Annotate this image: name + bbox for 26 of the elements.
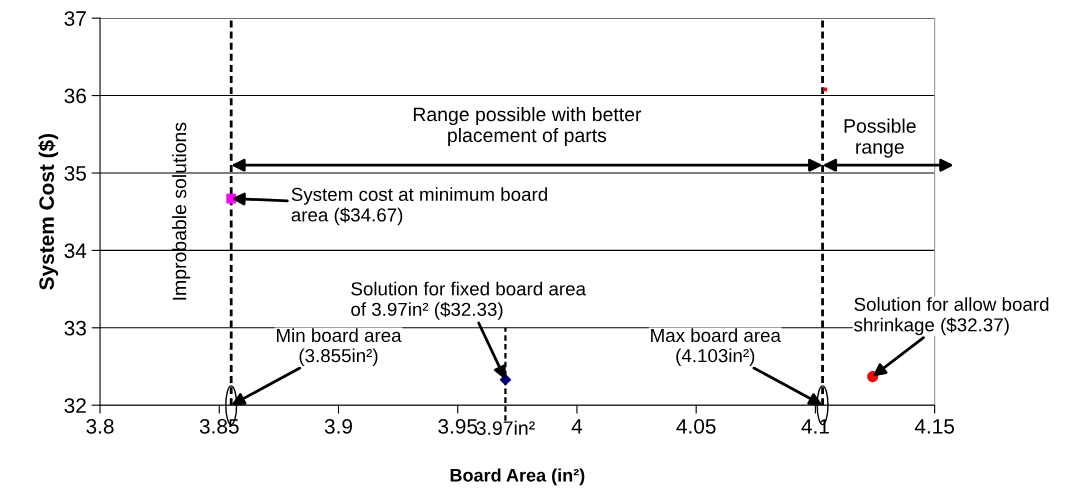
annotation: Min board area (3.855in²) <box>276 328 402 366</box>
x-tick-label: 4.15 <box>914 419 955 434</box>
x-tick-label: 3.9 <box>324 418 352 434</box>
annotation: System cost at minimum board area ($34.67) <box>291 187 547 226</box>
ref-line-label: 3.97in² <box>476 420 535 435</box>
x-tick-label: 3.85 <box>199 418 239 434</box>
x-tick-label: 3.95 <box>438 418 478 434</box>
x-tick-label: 3.8 <box>86 418 114 434</box>
point <box>822 87 827 92</box>
y-tick-label: 33 <box>64 320 86 336</box>
y-tick-label: 32 <box>64 398 86 413</box>
annotation: Improbable solutions <box>172 122 191 300</box>
y-axis-title: System Cost ($) <box>38 133 59 290</box>
annotation: Max board area (4.103in²) <box>651 328 781 366</box>
annotation: Solution for fixed board area of 3.97in² ($32.33) <box>351 281 586 320</box>
x-tick-label: 4.05 <box>676 418 716 434</box>
annotation: Solution for allow board shrinkage ($32.37) <box>854 297 1049 336</box>
y-tick-label: 36 <box>64 88 86 104</box>
annotation: Possible range <box>844 118 916 158</box>
annotation: Range possible with better placement of parts <box>413 106 642 147</box>
y-tick-label: 35 <box>64 165 86 181</box>
x-axis-title: Board Area (in²) <box>450 468 585 486</box>
x-tick-label: 4.1 <box>801 419 829 434</box>
y-tick-label: 34 <box>64 243 87 259</box>
y-tick-label: 37 <box>64 11 86 26</box>
x-tick-label: 4 <box>571 419 583 434</box>
